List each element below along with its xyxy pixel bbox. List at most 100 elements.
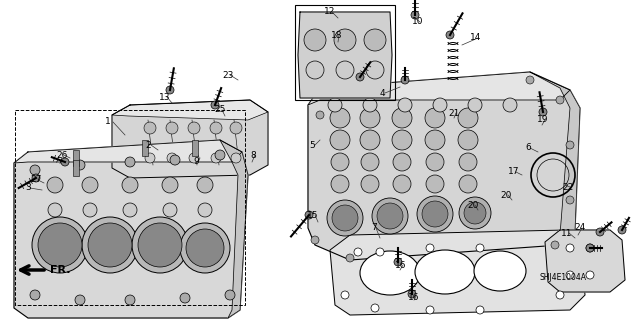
Circle shape bbox=[132, 217, 188, 273]
Circle shape bbox=[426, 306, 434, 314]
Circle shape bbox=[346, 254, 354, 262]
Text: 20: 20 bbox=[500, 190, 512, 199]
Circle shape bbox=[566, 141, 574, 149]
Bar bbox=[192, 140, 198, 156]
Circle shape bbox=[186, 229, 224, 267]
Text: 20: 20 bbox=[467, 201, 479, 210]
Circle shape bbox=[48, 203, 62, 217]
Circle shape bbox=[341, 291, 349, 299]
Circle shape bbox=[392, 130, 412, 150]
Circle shape bbox=[464, 202, 486, 224]
Circle shape bbox=[459, 153, 477, 171]
Circle shape bbox=[398, 98, 412, 112]
Text: 3: 3 bbox=[25, 183, 31, 192]
Circle shape bbox=[82, 217, 138, 273]
Circle shape bbox=[144, 122, 156, 134]
Text: 14: 14 bbox=[470, 33, 482, 42]
Circle shape bbox=[539, 108, 547, 116]
Circle shape bbox=[211, 153, 221, 163]
Circle shape bbox=[75, 295, 85, 305]
Circle shape bbox=[394, 258, 402, 266]
Text: 11: 11 bbox=[561, 228, 573, 238]
Circle shape bbox=[230, 122, 242, 134]
Polygon shape bbox=[112, 100, 268, 120]
Text: 22: 22 bbox=[563, 182, 573, 191]
Circle shape bbox=[459, 197, 491, 229]
Circle shape bbox=[180, 223, 230, 273]
Text: SHJ4E1004A: SHJ4E1004A bbox=[540, 273, 587, 283]
Circle shape bbox=[138, 223, 182, 267]
Text: 24: 24 bbox=[574, 224, 586, 233]
Circle shape bbox=[426, 153, 444, 171]
Circle shape bbox=[75, 160, 85, 170]
Circle shape bbox=[211, 101, 219, 109]
Text: 23: 23 bbox=[222, 70, 234, 79]
Circle shape bbox=[38, 223, 82, 267]
Text: 10: 10 bbox=[412, 18, 424, 26]
Bar bbox=[15, 110, 245, 305]
Circle shape bbox=[327, 200, 363, 236]
Circle shape bbox=[330, 130, 350, 150]
Circle shape bbox=[225, 290, 235, 300]
Circle shape bbox=[618, 226, 626, 234]
Circle shape bbox=[30, 165, 40, 175]
Text: 16: 16 bbox=[396, 261, 407, 270]
Text: 6: 6 bbox=[525, 144, 531, 152]
Circle shape bbox=[361, 153, 379, 171]
Text: 27: 27 bbox=[30, 175, 42, 184]
Ellipse shape bbox=[360, 251, 420, 295]
Circle shape bbox=[167, 153, 177, 163]
Circle shape bbox=[556, 291, 564, 299]
Circle shape bbox=[360, 130, 380, 150]
Circle shape bbox=[30, 290, 40, 300]
Bar bbox=[73, 160, 79, 176]
Circle shape bbox=[476, 306, 484, 314]
Circle shape bbox=[331, 88, 339, 96]
Polygon shape bbox=[14, 140, 248, 318]
Circle shape bbox=[360, 108, 380, 128]
Circle shape bbox=[215, 150, 225, 160]
Text: 2: 2 bbox=[145, 140, 151, 150]
Circle shape bbox=[166, 86, 174, 94]
Circle shape bbox=[32, 174, 40, 182]
Circle shape bbox=[366, 61, 384, 79]
Circle shape bbox=[210, 122, 222, 134]
Text: 15: 15 bbox=[307, 211, 319, 219]
Circle shape bbox=[551, 241, 559, 249]
Circle shape bbox=[331, 175, 349, 193]
Circle shape bbox=[197, 177, 213, 193]
Polygon shape bbox=[530, 72, 580, 245]
Text: 12: 12 bbox=[324, 8, 336, 17]
Circle shape bbox=[503, 98, 517, 112]
Polygon shape bbox=[220, 140, 248, 318]
Circle shape bbox=[332, 205, 358, 231]
Text: 25: 25 bbox=[214, 106, 226, 115]
Circle shape bbox=[361, 175, 379, 193]
Circle shape bbox=[330, 108, 350, 128]
Circle shape bbox=[566, 271, 574, 279]
Circle shape bbox=[422, 201, 448, 227]
Circle shape bbox=[411, 11, 419, 19]
Text: 17: 17 bbox=[508, 167, 520, 176]
Circle shape bbox=[336, 61, 354, 79]
Text: 21: 21 bbox=[448, 108, 460, 117]
Circle shape bbox=[170, 155, 180, 165]
Bar bbox=[295, 5, 395, 100]
Circle shape bbox=[305, 211, 313, 219]
Circle shape bbox=[163, 203, 177, 217]
Circle shape bbox=[459, 175, 477, 193]
Circle shape bbox=[180, 293, 190, 303]
Circle shape bbox=[47, 177, 63, 193]
Circle shape bbox=[372, 198, 408, 234]
Circle shape bbox=[83, 203, 97, 217]
Circle shape bbox=[556, 96, 564, 104]
Bar bbox=[73, 150, 79, 166]
Circle shape bbox=[586, 244, 594, 252]
Text: 18: 18 bbox=[332, 31, 343, 40]
Circle shape bbox=[425, 108, 445, 128]
Text: 5: 5 bbox=[309, 140, 315, 150]
Polygon shape bbox=[112, 100, 268, 178]
Circle shape bbox=[586, 244, 594, 252]
Circle shape bbox=[198, 203, 212, 217]
Text: 16: 16 bbox=[408, 293, 420, 301]
